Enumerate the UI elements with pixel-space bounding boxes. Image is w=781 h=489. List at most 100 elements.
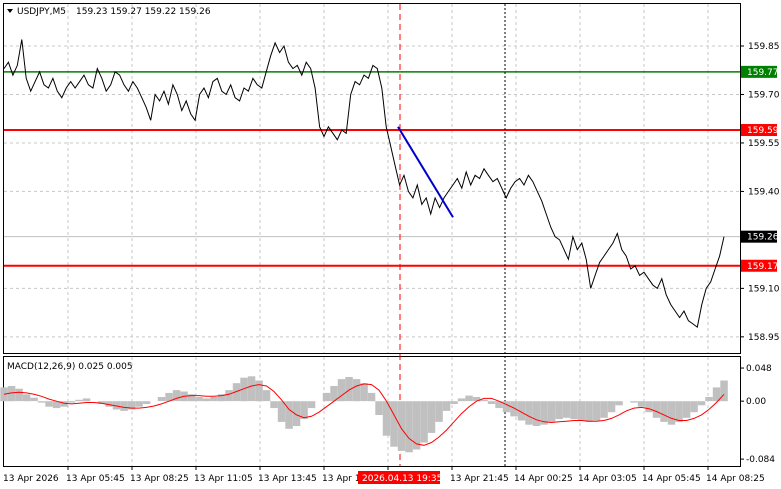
- macd-bar: [495, 401, 503, 409]
- macd-bar: [472, 397, 481, 402]
- macd-bar: [105, 401, 113, 407]
- time-tick-label: 14 Apr 03:05: [578, 474, 637, 484]
- macd-bar: [532, 401, 541, 426]
- trend-segment[interactable]: [397, 126, 454, 218]
- macd-bar: [142, 401, 151, 404]
- macd-axis: 0.048 0.00 -0.084: [740, 364, 775, 465]
- macd-bar: [502, 401, 511, 413]
- time-tick-label: 13 Apr 05:45: [66, 474, 125, 484]
- macd-bar: [405, 401, 413, 453]
- macd-bar: [22, 394, 31, 402]
- level-label: 159.59: [747, 126, 779, 136]
- level-badge: [741, 259, 777, 272]
- macd-signal-line: [3, 383, 725, 446]
- horizontal-levels[interactable]: [4, 71, 740, 267]
- ohlc-values: 159.23 159.27 159.22 159.26: [76, 7, 211, 17]
- macd-bar: [435, 401, 443, 422]
- macd-bar: [630, 401, 638, 403]
- macd-bar: [682, 401, 691, 418]
- chart-header: USDJPY,M5 159.23 159.27 159.22 159.26: [7, 7, 211, 17]
- macd-bar: [7, 386, 16, 402]
- macd-bar: [577, 401, 586, 421]
- macd-bar: [510, 401, 518, 417]
- macd-bar: [705, 397, 713, 402]
- macd-bar: [60, 401, 68, 407]
- macd-bar: [480, 399, 488, 402]
- macd-bar: [217, 394, 226, 402]
- macd-bar: [487, 401, 496, 404]
- macd-bar: [637, 401, 646, 407]
- level-badge: [741, 65, 777, 78]
- macd-bar: [712, 387, 721, 402]
- current-price-label: 159.26: [747, 233, 779, 243]
- macd-bar: [307, 401, 316, 409]
- macd-bar: [720, 380, 728, 402]
- macd-bar: [52, 401, 61, 409]
- macd-bar: [397, 401, 406, 451]
- macd-bar: [345, 377, 353, 402]
- macd-bar: [165, 392, 173, 402]
- time-marker-label: 2026.04.13 19:35: [362, 474, 442, 484]
- macd-panel-frame: [3, 356, 741, 467]
- macd-bar: [37, 401, 46, 403]
- macd-bar: [225, 390, 233, 402]
- time-axis: 13 Apr 2026 13 Apr 05:45 13 Apr 08:25 13 Ap…: [3, 466, 765, 484]
- macd-bar: [277, 401, 286, 422]
- level-label: 159.17: [747, 262, 779, 272]
- macd-bar: [442, 401, 451, 411]
- macd-bar: [660, 401, 668, 422]
- macd-label: MACD(12,26,9) 0.025 0.005: [7, 362, 133, 372]
- time-tick-label: 13 Apr 13:45: [258, 474, 317, 484]
- macd-bar: [45, 401, 53, 407]
- price-tick-label: 159.85: [748, 42, 780, 52]
- price-line: [3, 39, 725, 328]
- price-tick-label: 158.95: [748, 333, 780, 343]
- macd-bar: [330, 386, 338, 402]
- macd-bar: [292, 401, 301, 426]
- macd-bar: [555, 401, 563, 420]
- time-tick-label: 13 Apr 11:05: [194, 474, 253, 484]
- price-tick-label: 159.70: [748, 90, 780, 100]
- macd-bar: [697, 401, 706, 406]
- time-tick-label: 13 Apr 2026: [3, 474, 59, 484]
- macd-bar: [360, 383, 368, 402]
- macd-bar: [30, 397, 38, 402]
- macd-bar: [232, 383, 241, 402]
- macd-bar: [645, 401, 653, 413]
- macd-bar: [285, 401, 293, 429]
- macd-bar: [97, 401, 106, 404]
- macd-bar: [390, 401, 398, 447]
- macd-bar: [367, 392, 376, 402]
- macd-bar: [570, 401, 578, 420]
- macd-bar: [172, 390, 181, 402]
- macd-bar: [75, 399, 83, 402]
- current-price-badge: [741, 230, 777, 243]
- macd-bar: [652, 401, 661, 418]
- macd-bar: [202, 398, 211, 402]
- macd-bar: [255, 380, 263, 402]
- price-tick-label: 159.10: [748, 284, 780, 294]
- macd-bar: [585, 401, 593, 422]
- macd-bar: [667, 401, 676, 425]
- time-tick-label: 13 Apr 1: [322, 474, 360, 484]
- level-badge: [741, 124, 777, 137]
- price-series-path: [3, 39, 725, 328]
- macd-bar: [120, 401, 128, 411]
- macd-bar: [112, 401, 121, 410]
- trend-line[interactable]: [397, 126, 454, 218]
- macd-bar: [412, 401, 421, 450]
- macd-bar: [450, 401, 458, 404]
- macd-bar: [615, 401, 623, 406]
- time-tick-label: 14 Apr 08:25: [706, 474, 765, 484]
- time-tick-label: 14 Apr 00:25: [514, 474, 573, 484]
- macd-bar: [195, 397, 203, 402]
- time-tick-label: 13 Apr 21:45: [450, 474, 509, 484]
- vertical-markers: [399, 4, 506, 466]
- macd-bar: [135, 401, 143, 407]
- price-tick-label: 159.55: [748, 139, 780, 149]
- macd-bar: [352, 379, 361, 402]
- dropdown-arrow-icon[interactable]: [7, 9, 13, 13]
- grid: [4, 4, 740, 466]
- macd-bar: [675, 401, 683, 422]
